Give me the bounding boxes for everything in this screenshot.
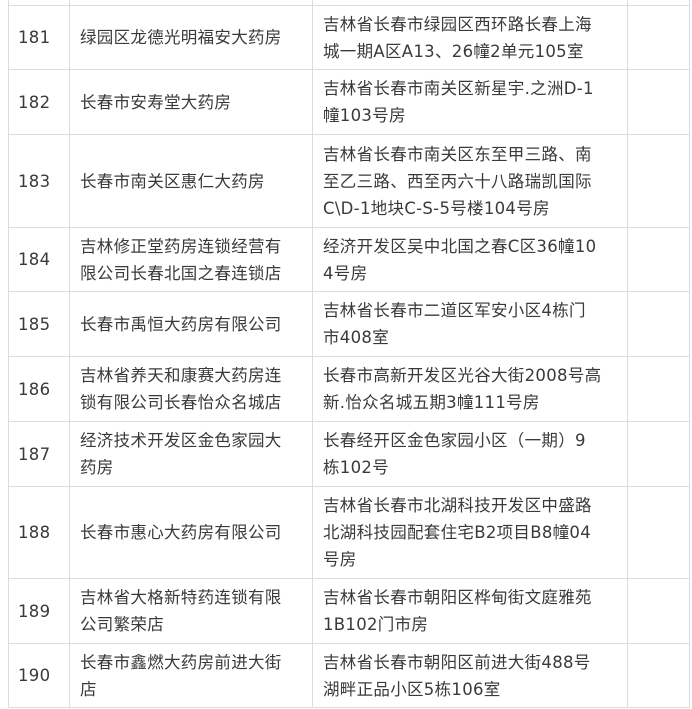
row-number: 184 — [8, 227, 70, 292]
pharmacy-address: 经济开发区吴中北国之春C区36幢10 4号房 — [312, 227, 628, 292]
notes-cell — [627, 643, 690, 708]
table-row: 186 吉林省养天和康赛大药房连 锁有限公司长春怡众名城店 长春市高新开发区光谷大街… — [8, 356, 690, 422]
notes-cell — [627, 356, 690, 422]
pharmacy-address: 长春经开区金色家园小区（一期）9 栋102号 — [312, 421, 628, 487]
pharmacy-address: 长春市高新开发区光谷大街2008号高 新.怡众名城五期3幢111号房 — [312, 356, 628, 422]
table-row: 183 长春市南关区惠仁大药房 吉林省长春市南关区东至甲三路、南 至乙三路、西至丙六… — [8, 134, 690, 228]
pharmacy-name: 吉林省养天和康赛大药房连 锁有限公司长春怡众名城店 — [69, 356, 313, 422]
notes-cell — [627, 227, 690, 292]
pharmacy-name: 吉林修正堂药房连锁经营有 限公司长春北国之春连锁店 — [69, 227, 313, 292]
table-row: 190 长春市鑫燃大药房前进大街 店吉林省长春市朝阳区前进大街488号 湖畔正品小… — [8, 643, 690, 708]
pharmacy-name: 长春市南关区惠仁大药房 — [69, 134, 313, 228]
row-number: 181 — [8, 5, 70, 70]
notes-cell — [627, 5, 690, 70]
pharmacy-address: 吉林省长春市南关区东至甲三路、南 至乙三路、西至丙六十八路瑞凯国际 C\D-1地… — [312, 134, 628, 228]
pharmacy-name: 长春市鑫燃大药房前进大街 店 — [69, 643, 313, 708]
pharmacy-name: 长春市安寿堂大药房 — [69, 69, 313, 135]
pharmacy-address: 吉林省长春市绿园区西环路长春上海 城一期A区A13、26幢2单元105室 — [312, 5, 628, 70]
pharmacy-table: 181 绿园区龙德光明福安大药房 吉林省长春市绿园区西环路长春上海 城一期A区A13… — [8, 0, 690, 708]
row-number: 188 — [8, 486, 70, 579]
row-number: 186 — [8, 356, 70, 422]
table-row: 187 经济技术开发区金色家园大 药房 长春经开区金色家园小区（一期）9 栋102号 — [8, 421, 690, 487]
pharmacy-address: 吉林省长春市朝阳区桦甸街文庭雅苑 1B102门市房 — [312, 578, 628, 644]
table-row: 182 长春市安寿堂大药房 吉林省长春市南关区新星宇.之洲D-1 幢103号房 — [8, 69, 690, 135]
pharmacy-address: 吉林省长春市南关区新星宇.之洲D-1 幢103号房 — [312, 69, 628, 135]
table-row: 181 绿园区龙德光明福安大药房 吉林省长春市绿园区西环路长春上海 城一期A区A13… — [8, 5, 690, 70]
table-row: 189 吉林省大格新特药连锁有限 公司繁荣店 吉林省长春市朝阳区桦甸街文庭雅苑 1B… — [8, 578, 690, 644]
pharmacy-name: 长春市惠心大药房有限公司 — [69, 486, 313, 579]
notes-cell — [627, 578, 690, 644]
table-row: 185 长春市禹恒大药房有限公司 吉林省长春市二道区军安小区4栋门 市408室 — [8, 291, 690, 357]
notes-cell — [627, 69, 690, 135]
row-number: 187 — [8, 421, 70, 487]
row-number: 183 — [8, 134, 70, 228]
pharmacy-name: 长春市禹恒大药房有限公司 — [69, 291, 313, 357]
row-number: 189 — [8, 578, 70, 644]
pharmacy-address: 吉林省长春市朝阳区前进大街488号 湖畔正品小区5栋106室 — [312, 643, 628, 708]
row-number: 182 — [8, 69, 70, 135]
pharmacy-address: 吉林省长春市北湖科技开发区中盛路 北湖科技园配套住宅B2项目B8幢04 号房 — [312, 486, 628, 579]
table-row: 184 吉林修正堂药房连锁经营有 限公司长春北国之春连锁店 经济开发区吴中北国之春C… — [8, 227, 690, 292]
notes-cell — [627, 291, 690, 357]
table-row: 188 长春市惠心大药房有限公司 吉林省长春市北湖科技开发区中盛路 北湖科技园配套住… — [8, 486, 690, 579]
notes-cell — [627, 421, 690, 487]
pharmacy-name: 绿园区龙德光明福安大药房 — [69, 5, 313, 70]
notes-cell — [627, 134, 690, 228]
pharmacy-name: 经济技术开发区金色家园大 药房 — [69, 421, 313, 487]
pharmacy-name: 吉林省大格新特药连锁有限 公司繁荣店 — [69, 578, 313, 644]
row-number: 190 — [8, 643, 70, 708]
notes-cell — [627, 486, 690, 579]
row-number: 185 — [8, 291, 70, 357]
pharmacy-address: 吉林省长春市二道区军安小区4栋门 市408室 — [312, 291, 628, 357]
